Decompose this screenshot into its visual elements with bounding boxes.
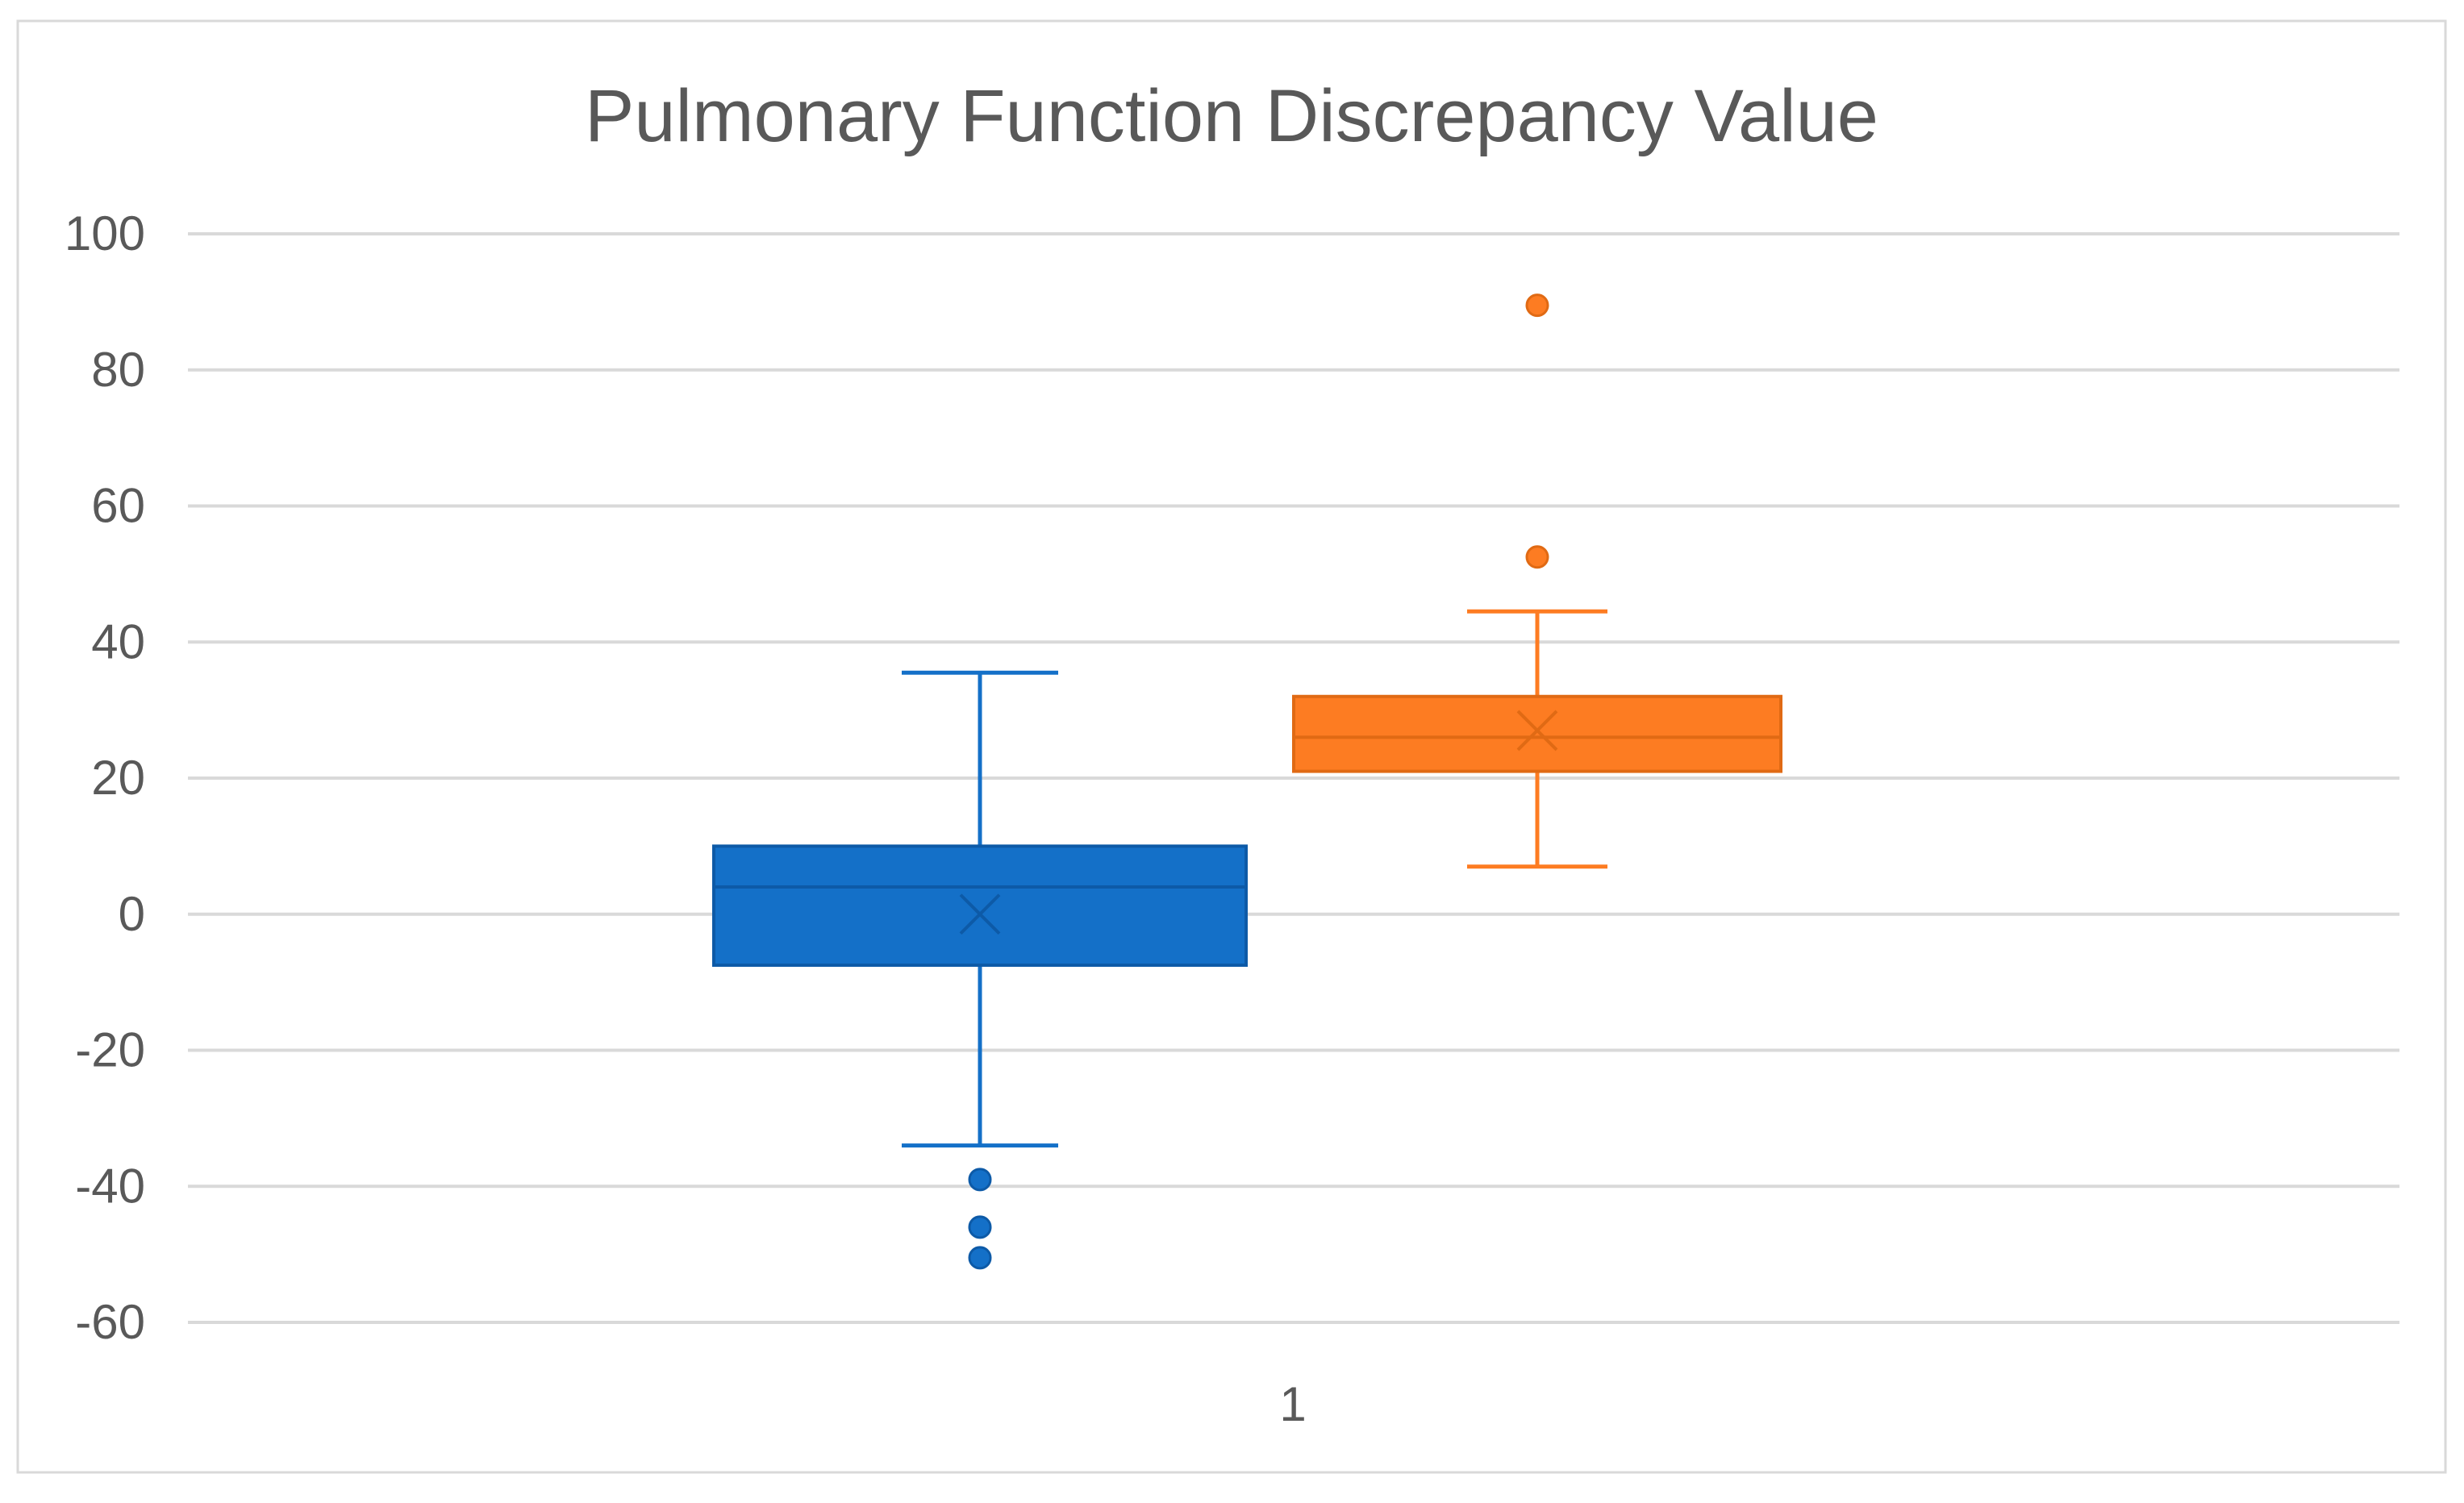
y-tick-label: 40 [91,614,145,668]
y-axis-tick-labels: 100 80 60 40 20 0 -20 -40 -60 [65,206,145,1349]
x-category-label: 1 [1279,1377,1306,1431]
box-series-2 [1292,294,1782,869]
outlier-point [1525,294,1549,318]
y-tick-label: 60 [91,479,145,533]
outlier-point [1525,545,1549,569]
mean-marker [1516,710,1558,752]
y-tick-label: 20 [91,751,145,805]
outlier-point [968,1215,992,1239]
box-series-1 [712,670,1248,1270]
chart-title: Pulmonary Function Discrepancy Value [585,75,1878,157]
y-tick-label: -40 [75,1159,145,1213]
y-tick-label: -60 [75,1295,145,1349]
gridlines [188,232,2399,1324]
y-tick-label: -20 [75,1023,145,1077]
outlier-point [968,1246,992,1270]
outlier-point [968,1168,992,1192]
chart-frame [16,19,2447,1474]
box-series [712,294,1782,1270]
interquartile-box [1292,694,1782,773]
mean-marker [959,893,1001,935]
interquartile-box [712,844,1248,968]
y-tick-label: 0 [119,887,145,941]
y-tick-label: 80 [91,343,145,397]
x-axis-category-labels: 1 [1279,1377,1306,1431]
y-tick-label: 100 [65,206,145,260]
